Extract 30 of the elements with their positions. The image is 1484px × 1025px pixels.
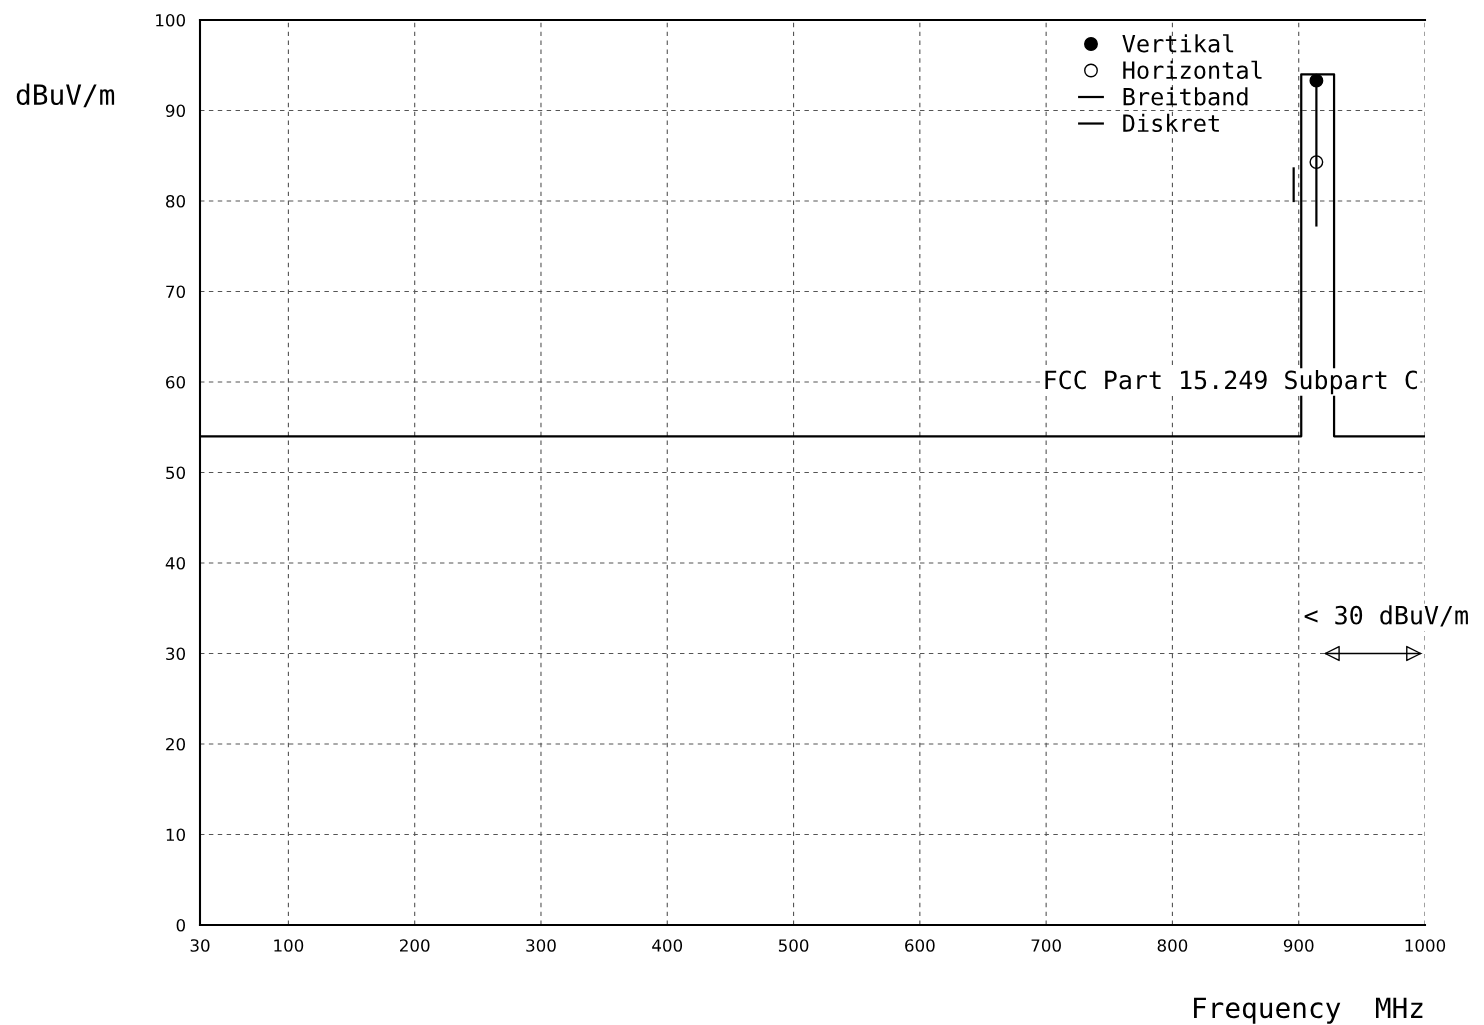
x-tick-label: 300	[526, 939, 556, 952]
y-tick-label: 100	[156, 13, 185, 27]
y-tick-label: 60	[166, 375, 185, 389]
x-tick-label: 900	[1283, 939, 1314, 952]
x-tick-label: 30	[190, 939, 210, 952]
y-tick-label: 70	[166, 285, 185, 299]
y-tick-label: 10	[166, 828, 185, 842]
legend-label: Vertikal	[1122, 34, 1234, 53]
x-tick-label: 100	[274, 939, 304, 952]
x-tick-label: 600	[905, 939, 935, 952]
x-tick-label: 200	[400, 939, 430, 952]
y-axis-title: dBuV/m	[16, 83, 115, 108]
x-tick-label: 500	[778, 939, 809, 952]
legend-label: Diskret	[1123, 113, 1219, 133]
x-tick-label: 1000	[1405, 939, 1446, 952]
annotation: FCC Part 15.249 Subpart C	[1045, 369, 1417, 395]
x-tick-label: 700	[1031, 939, 1061, 952]
legend-label: Breitband	[1123, 87, 1248, 106]
x-axis-title: Frequency MHz	[1194, 997, 1423, 1024]
y-tick-label: 30	[166, 647, 185, 661]
annotation: < 30 dBuV/m	[1304, 605, 1468, 627]
y-tick-label: 20	[166, 737, 185, 751]
y-tick-label: 0	[176, 918, 185, 932]
y-tick-label: 80	[166, 194, 185, 208]
legend-label: Horizontal	[1123, 60, 1262, 80]
y-tick-label: 40	[165, 556, 185, 570]
x-tick-label: 800	[1157, 939, 1188, 952]
y-tick-label: 50	[166, 466, 185, 480]
x-tick-label: 400	[652, 939, 683, 952]
y-tick-label: 90	[165, 104, 185, 118]
